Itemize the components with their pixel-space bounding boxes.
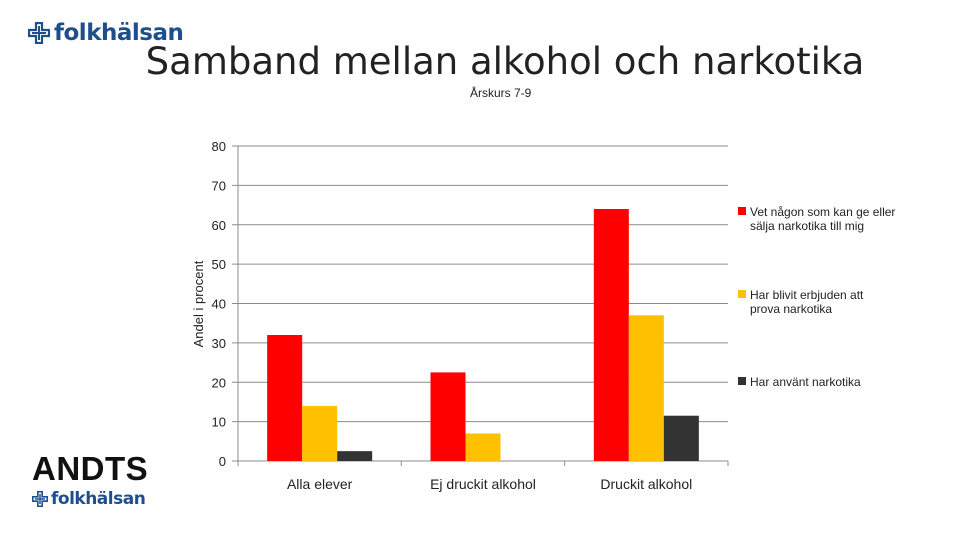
bar-2 xyxy=(302,405,338,461)
folkhalsan-logo-text-bottom: folkhälsan xyxy=(51,489,146,509)
legend-label: Har blivit erbjuden att prova narkotika xyxy=(750,288,864,316)
bar-3 xyxy=(337,451,373,461)
y-tick-label: 10 xyxy=(212,415,226,430)
x-tick-label: Alla elever xyxy=(287,476,353,492)
legend-label: Har använt narkotika xyxy=(750,375,861,389)
y-tick-label: 40 xyxy=(212,297,226,312)
bar-1 xyxy=(267,335,303,461)
y-tick-label: 30 xyxy=(212,336,226,351)
bar-1 xyxy=(593,209,629,461)
legend-swatch xyxy=(738,290,746,298)
chart-title: Samband mellan alkohol och narkotika xyxy=(145,40,865,83)
y-tick-label: 50 xyxy=(212,257,226,272)
y-tick-label: 20 xyxy=(212,375,226,390)
y-tick-label: 80 xyxy=(212,139,226,154)
chart-subtitle: Årskurs 7-9 xyxy=(470,86,532,100)
folkhalsan-logo-top: folkhälsan xyxy=(28,20,184,46)
x-tick-label: Ej druckit alkohol xyxy=(430,476,536,492)
folkhalsan-logo-text: folkhälsan xyxy=(54,20,184,46)
andts-text: ANDTS xyxy=(32,450,149,487)
y-tick-label: 60 xyxy=(212,218,226,233)
folkhalsan-cross-icon xyxy=(32,491,48,507)
x-tick-label: Druckit alkohol xyxy=(600,476,692,492)
bar-2 xyxy=(465,433,501,461)
bar-2 xyxy=(628,315,664,461)
bar-3 xyxy=(663,415,699,461)
andts-logo: ANDTS folkhälsan xyxy=(32,452,148,509)
bar-1 xyxy=(430,372,466,461)
legend-label: Vet någon som kan ge eller sälja narkotik… xyxy=(750,205,895,233)
y-tick-label: 70 xyxy=(212,178,226,193)
legend-swatch xyxy=(738,207,746,215)
legend-swatch xyxy=(738,377,746,385)
y-tick-label: 0 xyxy=(219,454,226,469)
y-axis-label: Andel i procent xyxy=(191,260,206,347)
folkhalsan-cross-icon xyxy=(28,22,50,44)
